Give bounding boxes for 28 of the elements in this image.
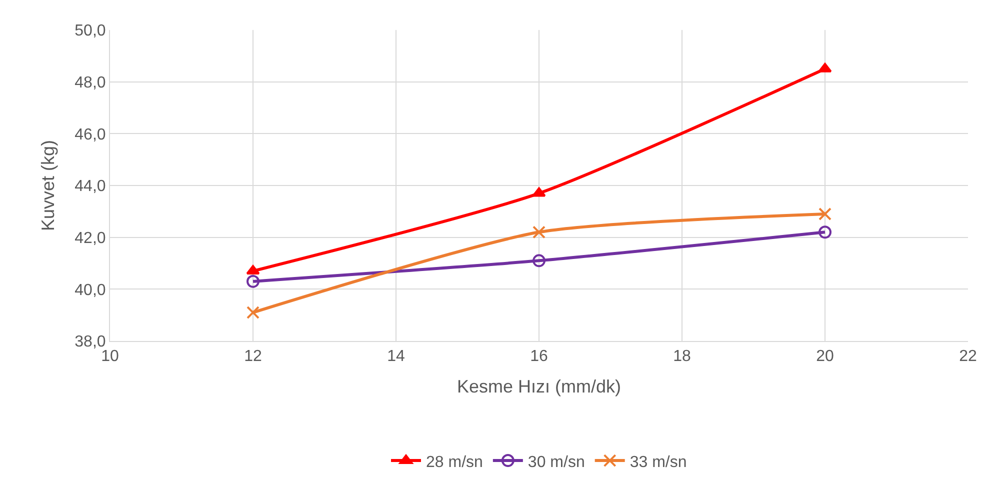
point [246, 274, 260, 288]
legend-label: 33 m/sn [630, 454, 687, 471]
x-tick-label: 16 [530, 348, 548, 366]
point [246, 265, 260, 275]
x-tick-label: 12 [244, 348, 262, 366]
x-axis-title: Kesme Hızı (mm/dk) [456, 376, 622, 396]
point [818, 62, 832, 72]
point [246, 306, 260, 319]
point [532, 187, 546, 197]
point [532, 254, 546, 268]
y-tick-label: 46,0 [74, 126, 106, 144]
y-tick-label: 42,0 [74, 230, 106, 247]
y-tick-label: 48,0 [74, 74, 106, 92]
y-tick-label: 50,0 [74, 22, 106, 40]
legend-label: 30 m/sn [528, 454, 585, 471]
point [818, 208, 832, 221]
x-tick-label: 14 [387, 348, 405, 366]
point [532, 226, 546, 239]
y-tick-label: 38,0 [74, 334, 106, 351]
x-tick-label: 18 [673, 348, 691, 366]
y-tick-label: 44,0 [74, 178, 106, 196]
point [818, 226, 832, 239]
y-axis-title: Kuvvet (kg) [38, 140, 58, 232]
x-tick-label: 22 [959, 348, 977, 366]
y-tick-label: 40,0 [74, 282, 106, 299]
x-tick-label: 10 [101, 348, 119, 366]
x-tick-label: 20 [816, 348, 834, 366]
legend-label: 28 m/sn [426, 454, 483, 471]
